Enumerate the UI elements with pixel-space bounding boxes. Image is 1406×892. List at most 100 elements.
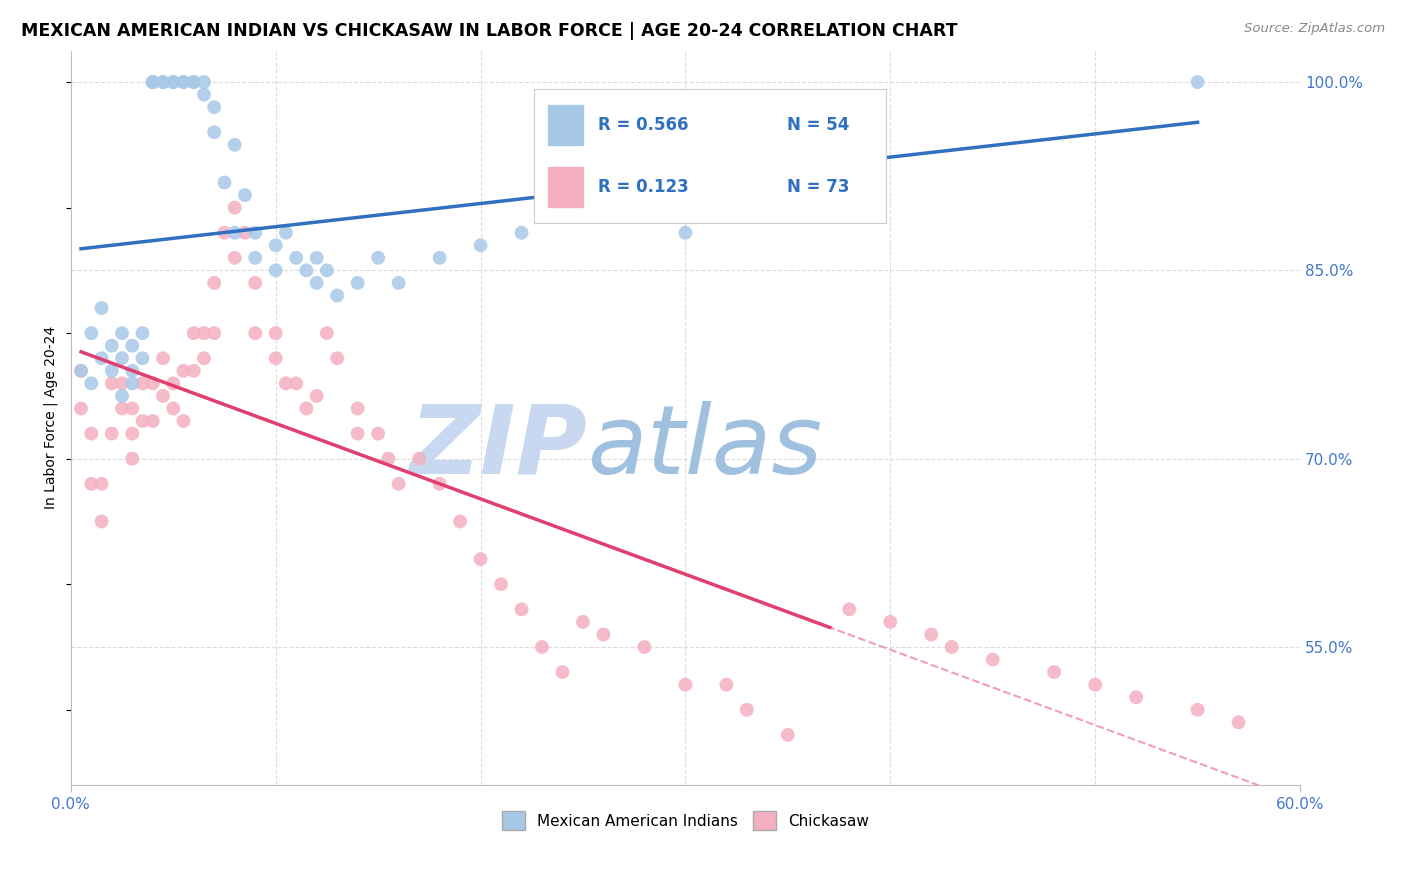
Point (233, 226, 256, 240)
Point (838, 602, 860, 616)
Point (429, 476, 451, 491)
Point (121, 364, 143, 378)
Point (173, 364, 195, 378)
Point (245, 226, 267, 240)
Point (162, 401, 184, 416)
Point (214, 226, 236, 240)
Point (183, 75, 205, 89)
Point (173, 75, 195, 89)
Point (214, 176, 236, 190)
Point (295, 401, 318, 416)
Point (152, 351, 174, 366)
Point (111, 376, 134, 391)
Point (183, 326, 205, 340)
Point (101, 364, 124, 378)
Point (367, 426, 389, 441)
Point (295, 263, 318, 277)
Point (142, 75, 165, 89)
Point (1084, 678, 1107, 692)
Point (673, 226, 696, 240)
Text: N = 73: N = 73 (787, 178, 849, 196)
Point (202, 100, 225, 114)
Point (530, 640, 553, 654)
Point (202, 276, 225, 290)
Point (193, 75, 215, 89)
Point (1043, 665, 1066, 679)
Point (224, 251, 246, 265)
Point (80, 426, 103, 441)
Point (367, 251, 389, 265)
Point (1187, 75, 1209, 89)
Point (121, 376, 143, 391)
Point (735, 703, 758, 717)
Point (305, 389, 328, 403)
Point (388, 476, 411, 491)
Point (111, 351, 134, 366)
Point (142, 75, 165, 89)
Point (131, 326, 153, 340)
Point (673, 678, 696, 692)
Point (470, 552, 492, 566)
Point (90, 515, 112, 529)
Point (449, 515, 471, 529)
Point (101, 339, 124, 353)
Point (173, 75, 195, 89)
Point (152, 75, 174, 89)
Point (70, 364, 93, 378)
Point (326, 288, 349, 302)
Point (173, 414, 195, 428)
Point (429, 251, 451, 265)
Point (305, 276, 328, 290)
Point (142, 414, 165, 428)
Point (572, 201, 595, 215)
Point (716, 678, 738, 692)
Point (90, 301, 112, 315)
Point (776, 728, 799, 742)
Point (152, 75, 174, 89)
Point (510, 226, 533, 240)
Point (489, 577, 512, 591)
Point (245, 251, 267, 265)
Point (1227, 715, 1250, 730)
Point (70, 364, 93, 378)
Point (131, 351, 153, 366)
Point (981, 652, 1004, 666)
Point (377, 451, 399, 466)
Point (101, 376, 124, 391)
Text: Source: ZipAtlas.com: Source: ZipAtlas.com (1244, 22, 1385, 36)
Text: R = 0.123: R = 0.123 (598, 178, 689, 196)
Point (233, 188, 256, 202)
Point (80, 376, 103, 391)
Point (80, 476, 103, 491)
Point (592, 627, 614, 641)
Point (470, 238, 492, 252)
Point (193, 87, 215, 102)
Point (551, 665, 574, 679)
Point (346, 426, 368, 441)
Point (388, 276, 411, 290)
Text: ZIP: ZIP (409, 401, 588, 494)
Point (264, 351, 287, 366)
Text: R = 0.566: R = 0.566 (598, 116, 688, 135)
Bar (548, 105, 583, 145)
Point (101, 426, 124, 441)
Point (305, 251, 328, 265)
Legend: Mexican American Indians, Chickasaw: Mexican American Indians, Chickasaw (496, 805, 875, 836)
Point (633, 640, 655, 654)
Point (162, 376, 184, 391)
Point (510, 602, 533, 616)
Point (142, 376, 165, 391)
Point (90, 476, 112, 491)
Text: MEXICAN AMERICAN INDIAN VS CHICKASAW IN LABOR FORCE | AGE 20-24 CORRELATION CHAR: MEXICAN AMERICAN INDIAN VS CHICKASAW IN … (21, 22, 957, 40)
Point (224, 201, 246, 215)
Point (264, 326, 287, 340)
Point (941, 640, 963, 654)
Point (111, 389, 134, 403)
Point (152, 389, 174, 403)
Point (224, 137, 246, 152)
Point (202, 326, 225, 340)
Point (274, 226, 297, 240)
Point (245, 326, 267, 340)
Point (316, 326, 339, 340)
Point (572, 615, 595, 629)
